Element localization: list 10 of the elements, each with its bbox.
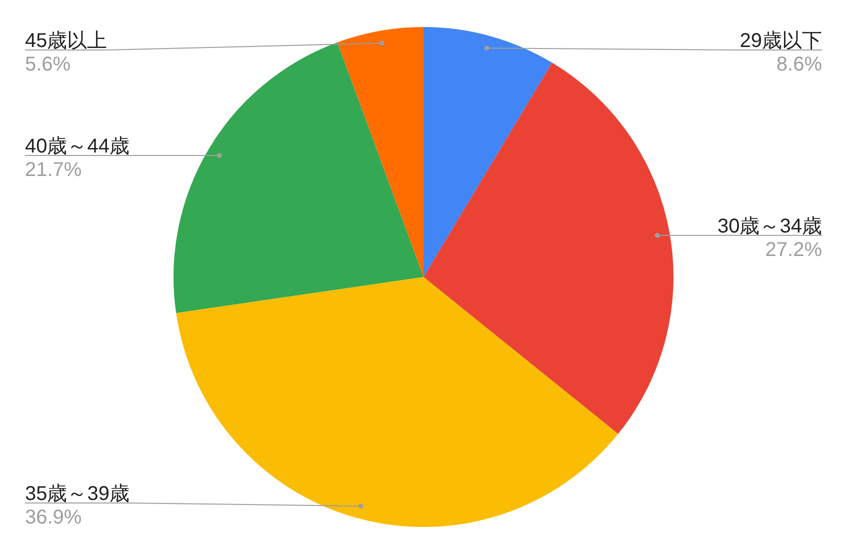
- slice-label: 45歳以上: [25, 30, 108, 52]
- data-label: 36.9%: [25, 506, 82, 529]
- slice-label: 29歳以下: [740, 30, 822, 52]
- data-label: 5.6%: [25, 54, 71, 76]
- data-label: 21.7%: [25, 158, 82, 181]
- slice-label: 40歳～44歳: [25, 135, 130, 158]
- slice-label: 35歳～39歳: [25, 483, 130, 505]
- slice-label: 30歳～34歳: [718, 215, 822, 238]
- data-label: 27.2%: [765, 238, 822, 261]
- data-label: 8.6%: [776, 54, 822, 76]
